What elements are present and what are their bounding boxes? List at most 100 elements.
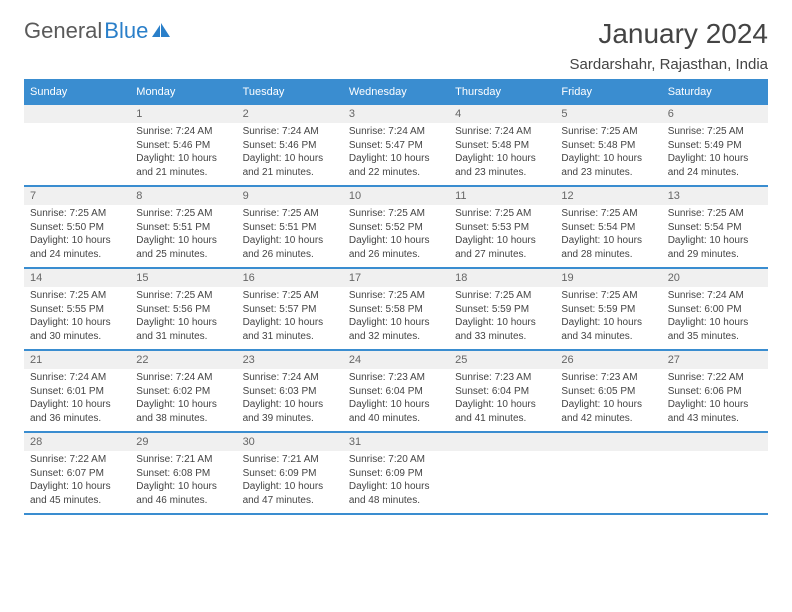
sunrise-line: Sunrise: 7:25 AM (30, 289, 124, 303)
day-data: Sunrise: 7:25 AMSunset: 5:59 PMDaylight:… (555, 287, 661, 347)
calendar-cell: 29Sunrise: 7:21 AMSunset: 6:08 PMDayligh… (130, 432, 236, 514)
calendar-cell: 26Sunrise: 7:23 AMSunset: 6:05 PMDayligh… (555, 350, 661, 432)
day-number: 11 (449, 187, 555, 205)
sunrise-line: Sunrise: 7:25 AM (561, 207, 655, 221)
day-data: Sunrise: 7:20 AMSunset: 6:09 PMDaylight:… (343, 451, 449, 511)
day-header: Monday (130, 79, 236, 105)
day-data: Sunrise: 7:24 AMSunset: 5:46 PMDaylight:… (130, 123, 236, 183)
sunset-line: Sunset: 6:00 PM (668, 303, 762, 317)
sunset-line: Sunset: 6:09 PM (243, 467, 337, 481)
daylight-line: Daylight: 10 hours and 24 minutes. (668, 152, 762, 179)
sunset-line: Sunset: 5:54 PM (668, 221, 762, 235)
calendar-cell: 11Sunrise: 7:25 AMSunset: 5:53 PMDayligh… (449, 186, 555, 268)
calendar-body: 1Sunrise: 7:24 AMSunset: 5:46 PMDaylight… (24, 105, 768, 514)
daylight-line: Daylight: 10 hours and 46 minutes. (136, 480, 230, 507)
sunset-line: Sunset: 6:03 PM (243, 385, 337, 399)
daylight-line: Daylight: 10 hours and 29 minutes. (668, 234, 762, 261)
daylight-line: Daylight: 10 hours and 26 minutes. (243, 234, 337, 261)
daylight-line: Daylight: 10 hours and 23 minutes. (561, 152, 655, 179)
day-number-empty (555, 433, 661, 451)
calendar-row: 1Sunrise: 7:24 AMSunset: 5:46 PMDaylight… (24, 105, 768, 186)
location-subtitle: Sardarshahr, Rajasthan, India (570, 56, 768, 73)
day-data: Sunrise: 7:25 AMSunset: 5:51 PMDaylight:… (130, 205, 236, 265)
calendar-cell: 2Sunrise: 7:24 AMSunset: 5:46 PMDaylight… (237, 105, 343, 186)
day-data: Sunrise: 7:24 AMSunset: 6:02 PMDaylight:… (130, 369, 236, 429)
sunrise-line: Sunrise: 7:21 AM (136, 453, 230, 467)
sunrise-line: Sunrise: 7:20 AM (349, 453, 443, 467)
calendar-cell: 8Sunrise: 7:25 AMSunset: 5:51 PMDaylight… (130, 186, 236, 268)
daylight-line: Daylight: 10 hours and 24 minutes. (30, 234, 124, 261)
sunset-line: Sunset: 5:46 PM (136, 139, 230, 153)
logo: GeneralBlue (24, 18, 172, 44)
sunset-line: Sunset: 5:46 PM (243, 139, 337, 153)
day-number: 8 (130, 187, 236, 205)
sunset-line: Sunset: 5:59 PM (561, 303, 655, 317)
day-data: Sunrise: 7:23 AMSunset: 6:04 PMDaylight:… (343, 369, 449, 429)
calendar-cell (449, 432, 555, 514)
day-data: Sunrise: 7:25 AMSunset: 5:50 PMDaylight:… (24, 205, 130, 265)
sunset-line: Sunset: 6:04 PM (455, 385, 549, 399)
day-number: 29 (130, 433, 236, 451)
day-data: Sunrise: 7:25 AMSunset: 5:49 PMDaylight:… (662, 123, 768, 183)
daylight-line: Daylight: 10 hours and 27 minutes. (455, 234, 549, 261)
day-data: Sunrise: 7:23 AMSunset: 6:05 PMDaylight:… (555, 369, 661, 429)
sunset-line: Sunset: 5:51 PM (136, 221, 230, 235)
title-block: January 2024 Sardarshahr, Rajasthan, Ind… (570, 18, 768, 73)
day-data: Sunrise: 7:25 AMSunset: 5:52 PMDaylight:… (343, 205, 449, 265)
sunset-line: Sunset: 5:53 PM (455, 221, 549, 235)
daylight-line: Daylight: 10 hours and 21 minutes. (243, 152, 337, 179)
day-data: Sunrise: 7:21 AMSunset: 6:08 PMDaylight:… (130, 451, 236, 511)
sunrise-line: Sunrise: 7:24 AM (136, 125, 230, 139)
daylight-line: Daylight: 10 hours and 39 minutes. (243, 398, 337, 425)
day-number: 23 (237, 351, 343, 369)
sunrise-line: Sunrise: 7:23 AM (455, 371, 549, 385)
day-header: Sunday (24, 79, 130, 105)
sunrise-line: Sunrise: 7:25 AM (136, 289, 230, 303)
day-number: 25 (449, 351, 555, 369)
sunset-line: Sunset: 5:54 PM (561, 221, 655, 235)
calendar-cell: 23Sunrise: 7:24 AMSunset: 6:03 PMDayligh… (237, 350, 343, 432)
logo-text2: Blue (104, 18, 148, 44)
day-header: Friday (555, 79, 661, 105)
sunset-line: Sunset: 5:47 PM (349, 139, 443, 153)
calendar-cell: 1Sunrise: 7:24 AMSunset: 5:46 PMDaylight… (130, 105, 236, 186)
day-number: 22 (130, 351, 236, 369)
calendar-cell: 6Sunrise: 7:25 AMSunset: 5:49 PMDaylight… (662, 105, 768, 186)
day-number: 3 (343, 105, 449, 123)
calendar-row: 7Sunrise: 7:25 AMSunset: 5:50 PMDaylight… (24, 186, 768, 268)
day-data: Sunrise: 7:24 AMSunset: 6:03 PMDaylight:… (237, 369, 343, 429)
calendar-cell: 25Sunrise: 7:23 AMSunset: 6:04 PMDayligh… (449, 350, 555, 432)
day-number: 14 (24, 269, 130, 287)
sunrise-line: Sunrise: 7:25 AM (668, 207, 762, 221)
daylight-line: Daylight: 10 hours and 31 minutes. (243, 316, 337, 343)
daylight-line: Daylight: 10 hours and 42 minutes. (561, 398, 655, 425)
day-number: 9 (237, 187, 343, 205)
day-number: 18 (449, 269, 555, 287)
sunset-line: Sunset: 6:07 PM (30, 467, 124, 481)
sunset-line: Sunset: 5:56 PM (136, 303, 230, 317)
calendar-cell: 21Sunrise: 7:24 AMSunset: 6:01 PMDayligh… (24, 350, 130, 432)
day-number: 27 (662, 351, 768, 369)
sunrise-line: Sunrise: 7:25 AM (243, 207, 337, 221)
day-data: Sunrise: 7:25 AMSunset: 5:55 PMDaylight:… (24, 287, 130, 347)
sunset-line: Sunset: 5:50 PM (30, 221, 124, 235)
sunset-line: Sunset: 6:08 PM (136, 467, 230, 481)
day-number: 30 (237, 433, 343, 451)
day-number: 10 (343, 187, 449, 205)
day-number: 19 (555, 269, 661, 287)
day-data: Sunrise: 7:25 AMSunset: 5:53 PMDaylight:… (449, 205, 555, 265)
sunrise-line: Sunrise: 7:25 AM (30, 207, 124, 221)
sunset-line: Sunset: 5:51 PM (243, 221, 337, 235)
daylight-line: Daylight: 10 hours and 36 minutes. (30, 398, 124, 425)
day-data: Sunrise: 7:24 AMSunset: 6:00 PMDaylight:… (662, 287, 768, 347)
day-header: Tuesday (237, 79, 343, 105)
daylight-line: Daylight: 10 hours and 43 minutes. (668, 398, 762, 425)
day-number: 4 (449, 105, 555, 123)
day-header: Wednesday (343, 79, 449, 105)
day-data: Sunrise: 7:21 AMSunset: 6:09 PMDaylight:… (237, 451, 343, 511)
calendar-cell: 24Sunrise: 7:23 AMSunset: 6:04 PMDayligh… (343, 350, 449, 432)
calendar-cell (662, 432, 768, 514)
day-number: 28 (24, 433, 130, 451)
calendar-row: 28Sunrise: 7:22 AMSunset: 6:07 PMDayligh… (24, 432, 768, 514)
day-number-empty (662, 433, 768, 451)
